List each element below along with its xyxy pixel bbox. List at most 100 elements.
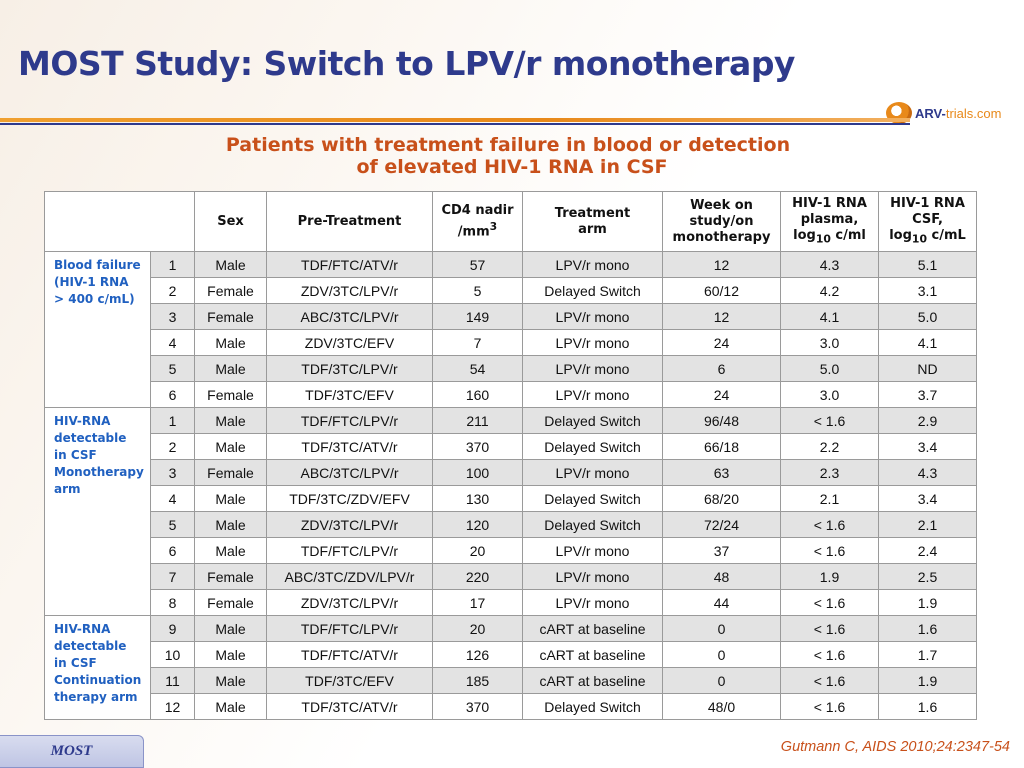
cd4-nadir-cell: 7 — [432, 329, 523, 356]
week-on-study-cell: 60/12 — [662, 277, 781, 304]
pre-treatment-cell: TDF/3TC/EFV — [266, 381, 433, 408]
pre-treatment-cell: ABC/3TC/LPV/r — [266, 459, 433, 486]
cd4-nadir-cell: 20 — [432, 537, 523, 564]
table-row: 7 Female ABC/3TC/ZDV/LPV/r 220 LPV/r mono 48 1… — [45, 563, 977, 590]
sex-cell: Female — [194, 303, 267, 330]
sex-cell: Female — [194, 381, 267, 408]
table-row: 3 Female ABC/3TC/LPV/r 149 LPV/r mono 12 4.1 5.… — [45, 303, 977, 330]
patient-number-cell: 6 — [150, 537, 195, 564]
patient-number-cell: 4 — [150, 329, 195, 356]
treatment-arm-cell: LPV/r mono — [522, 589, 663, 616]
patient-number-cell: 12 — [150, 693, 195, 720]
cd4-nadir-cell: 120 — [432, 511, 523, 538]
treatment-arm-cell: LPV/r mono — [522, 537, 663, 564]
week-on-study-cell: 0 — [662, 667, 781, 694]
week-on-study-cell: 68/20 — [662, 485, 781, 512]
logo-text: ARV-trials.com — [915, 105, 1002, 121]
pre-treatment-cell: TDF/3TC/EFV — [266, 667, 433, 694]
sex-cell: Male — [194, 667, 267, 694]
header-csf: HIV-1 RNA CSF, log10 c/mL — [878, 191, 977, 252]
plasma-rna-cell: 5.0 — [780, 355, 879, 382]
pre-treatment-cell: TDF/FTC/LPV/r — [266, 615, 433, 642]
plasma-rna-cell: 3.0 — [780, 381, 879, 408]
week-on-study-cell: 96/48 — [662, 407, 781, 434]
treatment-arm-cell: LPV/r mono — [522, 459, 663, 486]
csf-rna-cell: 2.5 — [878, 563, 977, 590]
week-on-study-cell: 0 — [662, 641, 781, 668]
plasma-rna-cell: < 1.6 — [780, 641, 879, 668]
treatment-arm-cell: cART at baseline — [522, 615, 663, 642]
sex-cell: Male — [194, 615, 267, 642]
pre-treatment-cell: TDF/3TC/ZDV/EFV — [266, 485, 433, 512]
cd4-nadir-cell: 220 — [432, 563, 523, 590]
csf-rna-cell: 4.3 — [878, 459, 977, 486]
sex-cell: Male — [194, 251, 267, 278]
table-row: 4 Male ZDV/3TC/EFV 7 LPV/r mono 24 3.0 4.1 — [45, 329, 977, 356]
group-label-line: HIV-RNA — [54, 414, 111, 428]
group-label-line: detectable — [54, 431, 127, 445]
plasma-rna-cell: < 1.6 — [780, 407, 879, 434]
pre-treatment-cell: ZDV/3TC/LPV/r — [266, 277, 433, 304]
week-on-study-cell: 12 — [662, 303, 781, 330]
cd4-nadir-cell: 185 — [432, 667, 523, 694]
week-on-study-cell: 6 — [662, 355, 781, 382]
plasma-rna-cell: 2.3 — [780, 459, 879, 486]
sex-cell: Male — [194, 355, 267, 382]
group-label: HIV-RNA detectable in CSF Monotherapy arm — [44, 407, 151, 616]
csf-rna-cell: 5.0 — [878, 303, 977, 330]
week-on-study-cell: 44 — [662, 589, 781, 616]
treatment-arm-cell: LPV/r mono — [522, 355, 663, 382]
header-week: Week on study/on monotherapy — [662, 191, 781, 252]
group-label-line: arm — [54, 482, 81, 496]
table-row: 11 Male TDF/3TC/EFV 185 cART at baseline 0 < 1… — [45, 667, 977, 694]
plasma-rna-cell: < 1.6 — [780, 615, 879, 642]
csf-rna-cell: 2.4 — [878, 537, 977, 564]
pre-treatment-cell: ZDV/3TC/LPV/r — [266, 511, 433, 538]
table-subtitle: Patients with treatment failure in blood… — [0, 134, 1024, 178]
csf-rna-cell: 2.9 — [878, 407, 977, 434]
sex-cell: Female — [194, 563, 267, 590]
table-row: 8 Female ZDV/3TC/LPV/r 17 LPV/r mono 44 < 1.6 1… — [45, 589, 977, 616]
header-treatment-arm: Treatment arm — [522, 191, 663, 252]
table-row: HIV-RNA detectable in CSF Monotherapy arm 1 Ma… — [44, 407, 977, 616]
patients-table: Sex Pre-Treatment CD4 nadir/mm3 Treatmen… — [44, 191, 977, 720]
plasma-rna-cell: 4.2 — [780, 277, 879, 304]
patient-number-cell: 11 — [150, 667, 195, 694]
treatment-arm-cell: LPV/r mono — [522, 381, 663, 408]
group-label: Blood failure (HIV-1 RNA > 400 c/mL) — [44, 251, 151, 408]
cd4-nadir-cell: 149 — [432, 303, 523, 330]
plasma-rna-cell: < 1.6 — [780, 511, 879, 538]
plasma-rna-cell: 2.2 — [780, 433, 879, 460]
slide-title: MOST Study: Switch to LPV/r monotherapy — [18, 44, 795, 83]
treatment-arm-cell: Delayed Switch — [522, 407, 663, 434]
treatment-arm-cell: Delayed Switch — [522, 433, 663, 460]
header-empty — [44, 191, 195, 252]
patient-number-cell: 4 — [150, 485, 195, 512]
patient-number-cell: 9 — [150, 615, 195, 642]
csf-rna-cell: 1.9 — [878, 589, 977, 616]
table-row: 12 Male TDF/3TC/ATV/r 370 Delayed Switch 48/0… — [45, 693, 977, 720]
header-sex: Sex — [194, 191, 267, 252]
plasma-rna-cell: 2.1 — [780, 485, 879, 512]
treatment-arm-cell: Delayed Switch — [522, 485, 663, 512]
treatment-arm-cell: LPV/r mono — [522, 563, 663, 590]
patient-number-cell: 3 — [150, 459, 195, 486]
pre-treatment-cell: ABC/3TC/ZDV/LPV/r — [266, 563, 433, 590]
week-on-study-cell: 24 — [662, 381, 781, 408]
cd4-nadir-cell: 211 — [432, 407, 523, 434]
week-on-study-cell: 72/24 — [662, 511, 781, 538]
group-label-line: in CSF — [54, 656, 97, 670]
sex-cell: Male — [194, 407, 267, 434]
patient-number-cell: 1 — [150, 407, 195, 434]
cd4-nadir-cell: 54 — [432, 355, 523, 382]
sex-cell: Male — [194, 641, 267, 668]
pre-treatment-cell: TDF/FTC/ATV/r — [266, 251, 433, 278]
cd4-nadir-cell: 160 — [432, 381, 523, 408]
table-row: 4 Male TDF/3TC/ZDV/EFV 130 Delayed Switch 68/… — [45, 485, 977, 512]
sex-cell: Male — [194, 329, 267, 356]
group-label-line: Monotherapy — [54, 465, 144, 479]
cd4-nadir-cell: 5 — [432, 277, 523, 304]
sex-cell: Male — [194, 537, 267, 564]
header-pretreatment: Pre-Treatment — [266, 191, 433, 252]
plasma-rna-cell: < 1.6 — [780, 589, 879, 616]
